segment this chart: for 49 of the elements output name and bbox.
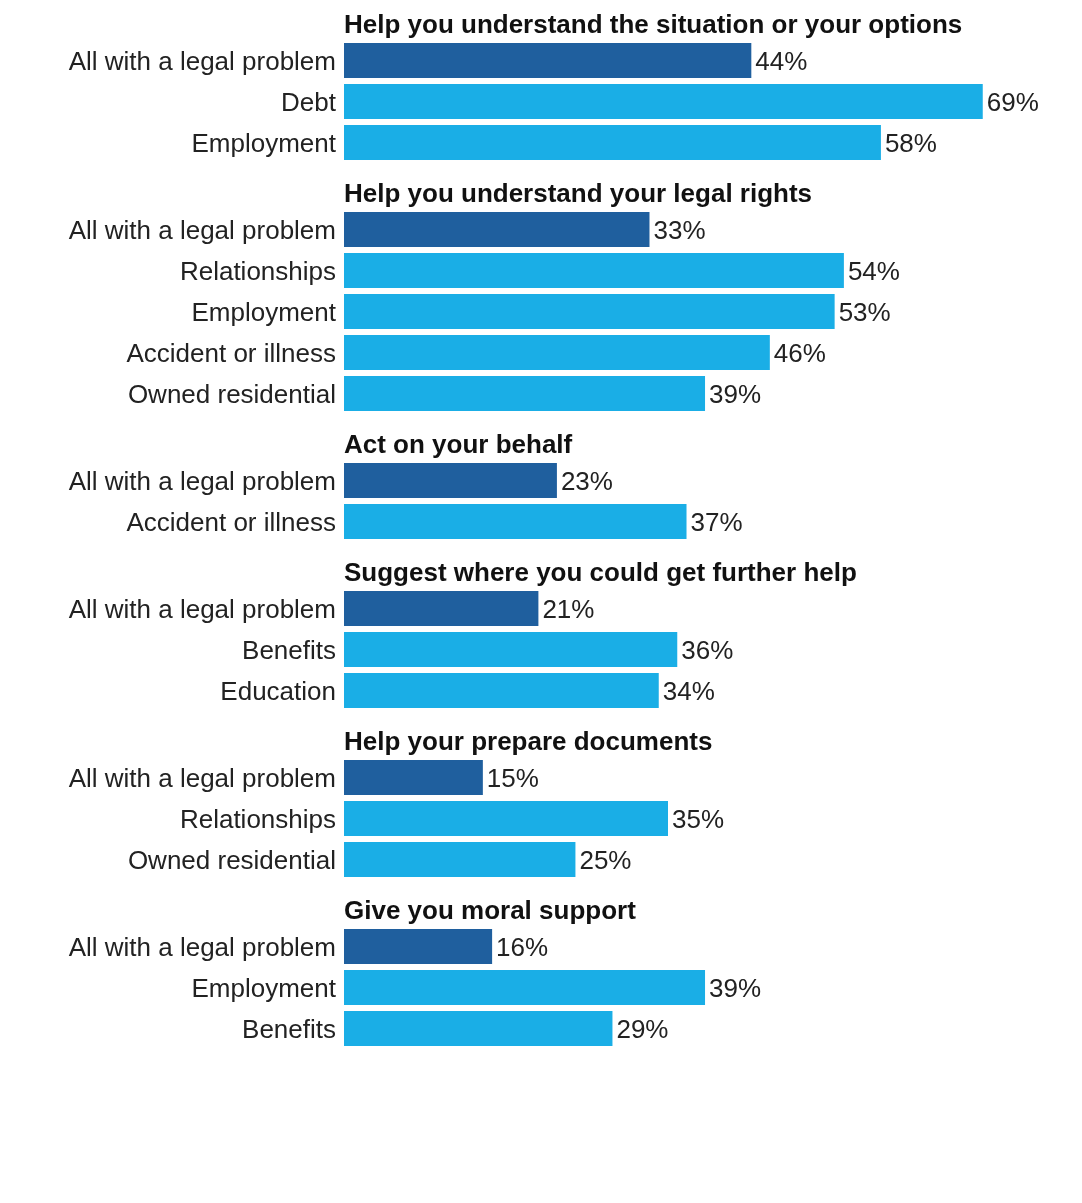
y-tick-label: Relationships xyxy=(179,803,336,834)
y-tick-label: Debt xyxy=(281,86,337,117)
data-label: 46% xyxy=(773,337,826,368)
bar xyxy=(344,294,835,329)
data-label: 39% xyxy=(709,378,762,409)
data-label: 58% xyxy=(884,127,937,158)
y-tick-label: All with a legal problem xyxy=(68,931,336,962)
data-label: 37% xyxy=(690,506,743,537)
data-label: 21% xyxy=(542,593,595,624)
y-tick-label: Accident or illness xyxy=(126,337,336,368)
data-label: 69% xyxy=(986,86,1039,117)
y-tick-label: All with a legal problem xyxy=(68,45,336,76)
chart-title: Help your prepare documents xyxy=(343,725,714,757)
data-label: 23% xyxy=(560,465,613,496)
y-tick-label: Employment xyxy=(191,972,337,1003)
data-label: 29% xyxy=(616,1013,669,1044)
data-label: 15% xyxy=(486,762,539,793)
bar xyxy=(344,212,650,247)
y-tick-label: Owned residential xyxy=(127,844,336,875)
data-label: 33% xyxy=(653,214,706,245)
y-tick-label: Benefits xyxy=(242,634,336,665)
chart-title: Suggest where you could get further help xyxy=(343,556,858,588)
data-label: 53% xyxy=(838,296,891,327)
chart-title: Act on your behalf xyxy=(343,428,574,460)
y-tick-label: Employment xyxy=(191,127,337,158)
y-tick-label: Education xyxy=(220,675,336,706)
bar xyxy=(344,253,844,288)
data-label: 54% xyxy=(847,255,900,286)
data-label: 16% xyxy=(496,931,549,962)
chart-title: Give you moral support xyxy=(343,894,637,926)
data-label: 25% xyxy=(579,844,632,875)
bar xyxy=(344,376,706,411)
y-tick-label: Relationships xyxy=(179,255,336,286)
y-tick-label: Benefits xyxy=(242,1013,336,1044)
y-tick-label: All with a legal problem xyxy=(68,593,336,624)
data-label: 35% xyxy=(672,803,725,834)
chart-title: Help you understand your legal rights xyxy=(343,177,814,209)
y-tick-label: Employment xyxy=(191,296,337,327)
y-tick-label: All with a legal problem xyxy=(68,762,336,793)
chart-title: Help you understand the situation or your options xyxy=(343,8,964,40)
data-label: 39% xyxy=(709,972,762,1003)
y-tick-label: All with a legal problem xyxy=(68,465,336,496)
data-label: 34% xyxy=(662,675,715,706)
y-tick-label: All with a legal problem xyxy=(68,214,336,245)
y-tick-label: Accident or illness xyxy=(126,506,336,537)
y-tick-label: Owned residential xyxy=(127,378,336,409)
data-label: 36% xyxy=(681,634,734,665)
data-label: 44% xyxy=(755,45,808,76)
bar xyxy=(344,335,770,370)
